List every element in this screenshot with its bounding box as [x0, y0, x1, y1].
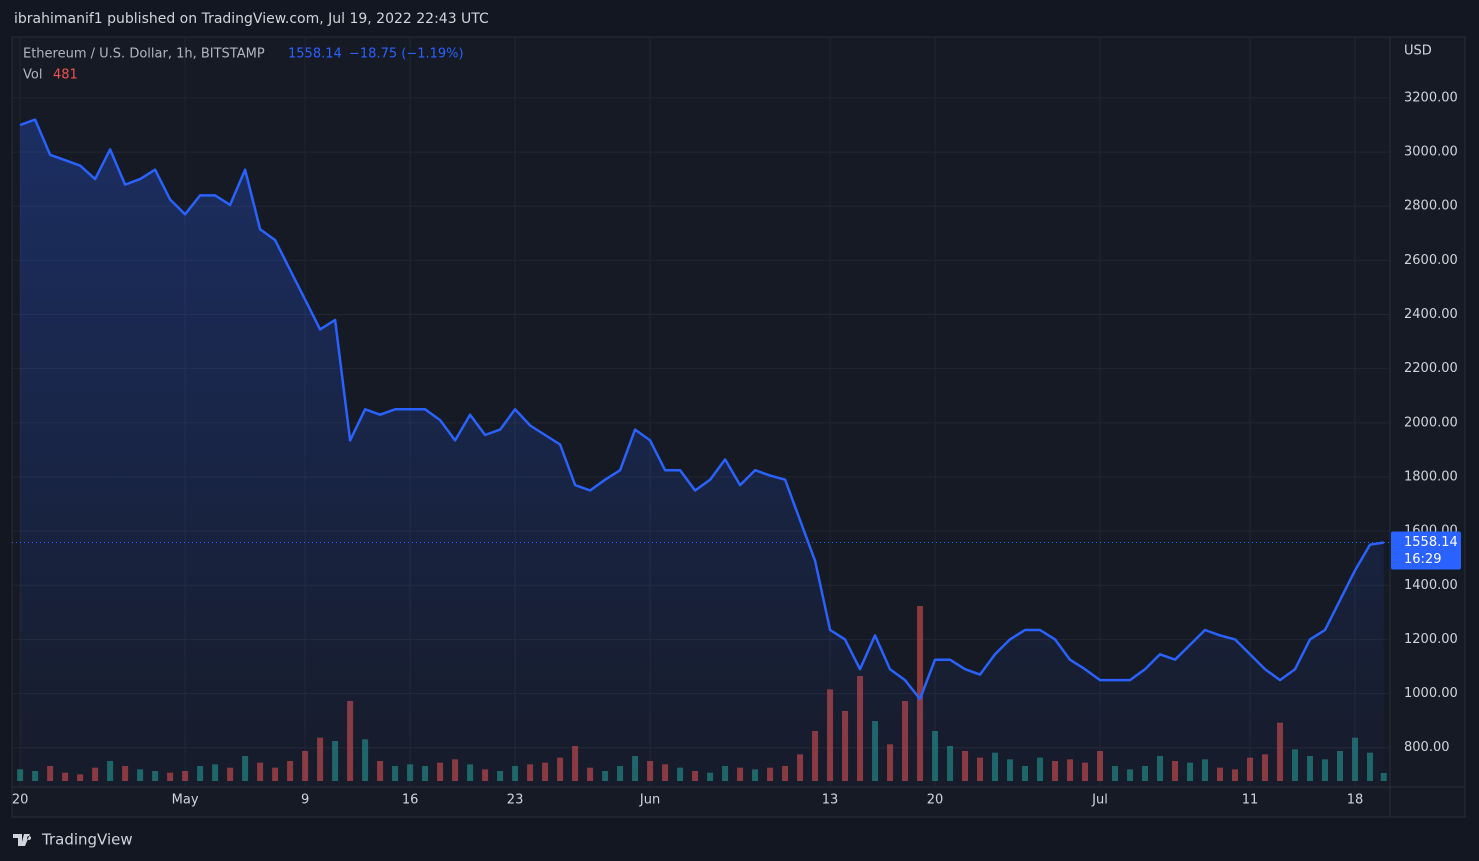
y-tick-label: 2000.00 — [1404, 415, 1458, 430]
y-tick-label: 800.00 — [1404, 740, 1450, 755]
x-tick-label: Jun — [639, 793, 660, 808]
volume-bar — [917, 606, 924, 781]
y-tick-label: 3000.00 — [1404, 145, 1458, 160]
x-tick-label: 11 — [1242, 793, 1259, 808]
plot — [12, 118, 1390, 788]
y-tick-label: 1400.00 — [1404, 578, 1458, 593]
x-tick-label: Jul — [1091, 793, 1108, 808]
legend-title: Ethereum / U.S. Dollar, 1h, BITSTAMP — [23, 47, 265, 62]
y-tick-label: 2200.00 — [1404, 361, 1458, 376]
header: ibrahimanif1 published on TradingView.co… — [14, 11, 489, 27]
y-tick-label: 2600.00 — [1404, 253, 1458, 268]
y-tick-label: 1800.00 — [1404, 469, 1458, 484]
price-line — [19, 118, 1384, 701]
last-price-box — [1391, 531, 1461, 570]
y-tick-label: 1200.00 — [1404, 632, 1458, 647]
x-tick-label: 23 — [507, 793, 524, 808]
y-tick-label: 3200.00 — [1404, 90, 1458, 105]
legend-volume-value: 481 — [53, 68, 78, 83]
footer: TradingView — [41, 831, 133, 849]
x-tick-label: 16 — [402, 793, 419, 808]
y-tick-label: 1000.00 — [1404, 686, 1458, 701]
x-tick-label: 9 — [301, 793, 309, 808]
x-tick-label: 18 — [1347, 793, 1364, 808]
logo — [13, 834, 32, 846]
last-price-label: 1558.14 — [1404, 535, 1458, 550]
countdown-label: 16:29 — [1404, 552, 1441, 567]
legend-volume: Vol — [23, 68, 42, 83]
y-tick-label: 2800.00 — [1404, 199, 1458, 214]
x-tick-label: May — [172, 793, 199, 808]
labels: 800.001000.001200.001400.001600.001800.0… — [12, 90, 1461, 808]
x-tick-label: 20 — [12, 793, 29, 808]
y-tick-label: 2400.00 — [1404, 307, 1458, 322]
legend-price: 1558.14 — [288, 47, 342, 62]
x-tick-label: 13 — [822, 793, 839, 808]
currency: USD — [1404, 44, 1432, 59]
legend-change: −18.75 (−1.19%) — [349, 47, 464, 62]
x-tick-label: 20 — [927, 793, 944, 808]
price-area — [20, 119, 1384, 788]
